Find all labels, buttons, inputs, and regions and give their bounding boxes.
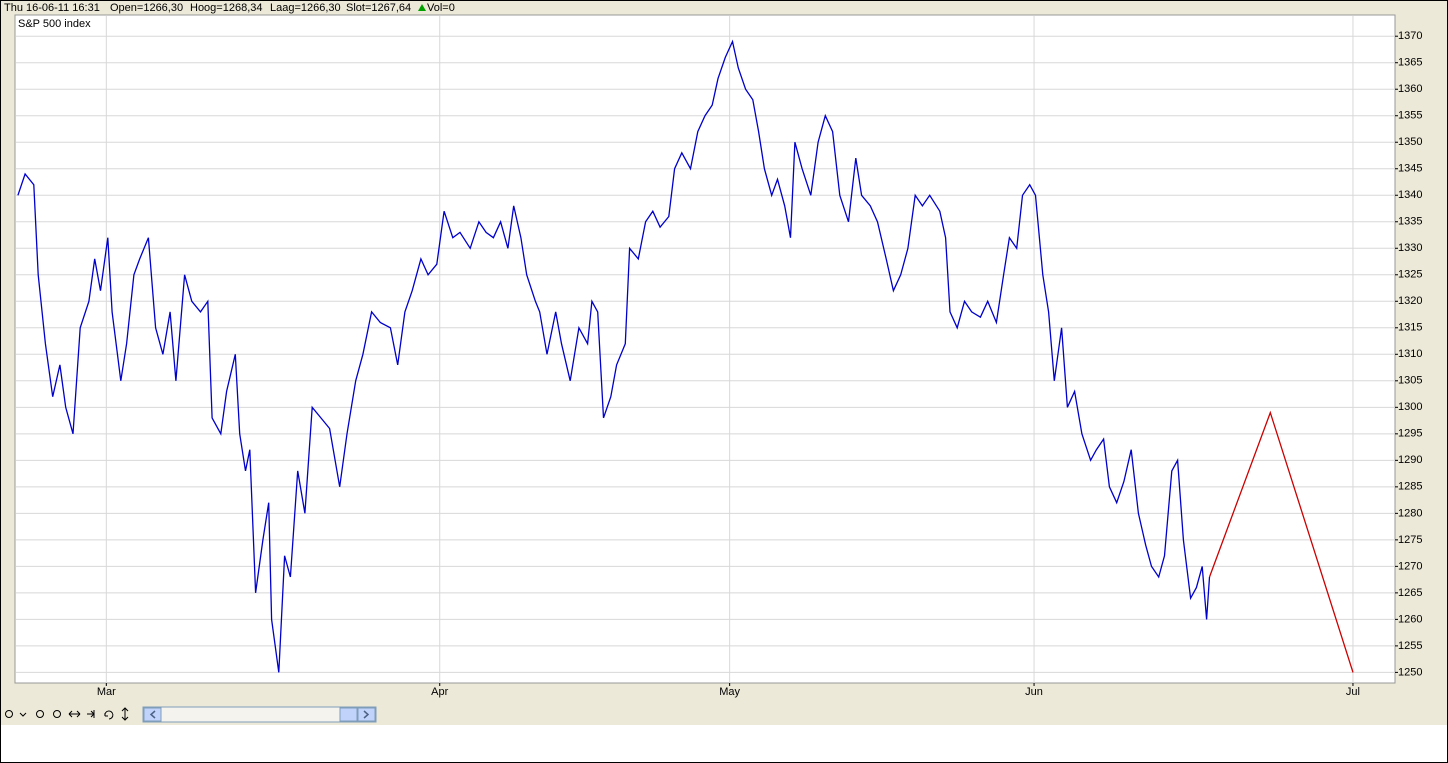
x-tick-label: Jun (1025, 686, 1043, 698)
price-line (1208, 410, 1354, 673)
x-tick-label: Apr (431, 686, 448, 698)
end-button[interactable] (87, 710, 95, 718)
y-tick-label: 1365 (1398, 57, 1422, 69)
header-close: Slot=1267,64 (346, 2, 411, 14)
y-tick-label: 1315 (1398, 322, 1422, 334)
y-tick-label: 1370 (1398, 30, 1422, 42)
scroll-left-arrow (149, 710, 156, 719)
y-tick-label: 1310 (1398, 348, 1422, 360)
header: Thu 16-06-11 16:31 Open=1266,30 Hoog=126… (4, 2, 455, 14)
scroll-thumb[interactable] (339, 707, 358, 722)
y-tick-label: 1335 (1398, 216, 1422, 228)
zoom-out-button[interactable] (53, 710, 61, 718)
header-open: Open=1266,30 (110, 2, 183, 14)
y-tick-label: 1305 (1398, 375, 1422, 387)
scrollbar[interactable] (142, 706, 377, 723)
y-tick-label: 1250 (1398, 666, 1422, 678)
y-tick-label: 1285 (1398, 481, 1422, 493)
y-tick-label: 1320 (1398, 295, 1422, 307)
header-low: Laag=1266,30 (270, 2, 341, 14)
price-line (17, 39, 1211, 673)
scroll-left-button[interactable] (143, 707, 162, 722)
header-volume: Vol=0 (427, 2, 455, 14)
y-tick-label: 1360 (1398, 83, 1422, 95)
vertical-zoom-button[interactable] (121, 707, 129, 721)
header-high: Hoog=1268,34 (190, 2, 262, 14)
y-tick-label: 1265 (1398, 587, 1422, 599)
scroll-right-button[interactable] (357, 707, 376, 722)
zoom-button[interactable] (5, 710, 13, 718)
dropdown-button[interactable] (19, 712, 27, 717)
y-tick-label: 1280 (1398, 507, 1422, 519)
reset-button[interactable] (104, 710, 114, 720)
legend-label: S&P 500 index (18, 18, 91, 30)
y-tick-label: 1275 (1398, 534, 1422, 546)
x-tick-label: May (719, 686, 740, 698)
zoom-in-button[interactable] (36, 710, 44, 718)
y-tick-label: 1295 (1398, 428, 1422, 440)
y-tick-label: 1300 (1398, 401, 1422, 413)
y-tick-label: 1355 (1398, 110, 1422, 122)
header-date: Thu 16-06-11 16:31 (4, 2, 100, 14)
up-arrow-icon (418, 4, 426, 11)
y-tick-label: 1270 (1398, 560, 1422, 572)
y-tick-label: 1255 (1398, 640, 1422, 652)
scroll-right-arrow (363, 710, 370, 719)
x-tick-label: Mar (97, 686, 116, 698)
y-tick-label: 1330 (1398, 242, 1422, 254)
pan-button[interactable] (68, 710, 81, 718)
y-tick-label: 1325 (1398, 269, 1422, 281)
y-tick-label: 1290 (1398, 454, 1422, 466)
toolbar (5, 706, 377, 723)
y-tick-label: 1260 (1398, 613, 1422, 625)
y-tick-label: 1350 (1398, 136, 1422, 148)
y-tick-label: 1345 (1398, 163, 1422, 175)
y-tick-label: 1340 (1398, 189, 1422, 201)
plot-area (14, 14, 1396, 684)
x-tick-label: Jul (1346, 686, 1360, 698)
